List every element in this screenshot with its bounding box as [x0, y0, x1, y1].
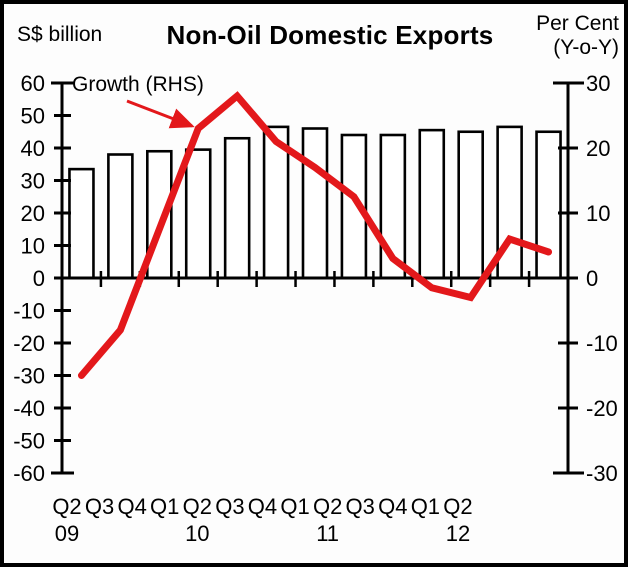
right-axis-tick-label: 30 — [586, 71, 610, 96]
x-axis-year-label: 12 — [446, 521, 470, 546]
left-axis-tick-label: -60 — [13, 461, 45, 486]
export-bar — [107, 153, 134, 280]
left-axis-tick-label: 40 — [21, 136, 45, 161]
x-axis-quarter-label: Q4 — [117, 494, 146, 519]
export-bar — [184, 148, 212, 280]
x-axis-quarter-label: Q2 — [52, 494, 81, 519]
growth-line — [77, 91, 553, 379]
x-axis-quarter-label: Q3 — [85, 494, 114, 519]
right-axis-tick-label: -10 — [586, 331, 618, 356]
export-bar — [301, 127, 329, 280]
x-axis-year-label: 09 — [55, 521, 79, 546]
export-bar — [68, 167, 95, 280]
right-axis-tick-label: -30 — [586, 461, 618, 486]
export-bar — [262, 125, 290, 280]
left-axis-tick-label: 60 — [21, 71, 45, 96]
right-axis-tick-label: 10 — [586, 201, 610, 226]
export-bar — [418, 128, 446, 280]
x-axis-quarter-label: Q2 — [183, 494, 212, 519]
x-axis-year-label: 11 — [316, 521, 339, 546]
left-axis-tick-label: 30 — [21, 169, 45, 194]
left-axis-tick-label: -10 — [13, 299, 45, 324]
left-axis-tick-label: 50 — [21, 104, 45, 129]
export-bar — [223, 136, 251, 280]
left-axis-tick-label: -40 — [13, 396, 45, 421]
right-axis-unit-line1: Per Cent — [536, 12, 619, 35]
right-axis-unit-label: Per Cent (Y-o-Y) — [536, 12, 619, 60]
left-axis-tick-label: 10 — [21, 234, 45, 259]
right-axis-tick-label: 20 — [586, 136, 610, 161]
x-axis-quarter-label: Q1 — [150, 494, 179, 519]
left-axis-tick-label: -50 — [13, 429, 45, 454]
left-axis-tick-label: 0 — [33, 266, 45, 291]
left-axis-tick-label: -30 — [13, 364, 45, 389]
x-axis-quarter-label: Q3 — [346, 494, 375, 519]
growth-annotation-label: Growth (RHS) — [72, 73, 204, 96]
x-axis-quarter-label: Q2 — [443, 494, 472, 519]
left-axis-unit-label: S$ billion — [17, 23, 103, 46]
x-axis-quarter-label: Q4 — [248, 494, 277, 519]
x-axis-quarter-label: Q2 — [313, 494, 342, 519]
right-axis-tick-label: 0 — [586, 266, 598, 291]
chart-title: Non-Oil Domestic Exports — [166, 20, 494, 50]
x-axis-quarter-label: Q3 — [215, 494, 244, 519]
export-bar — [457, 130, 484, 280]
x-axis-year-label: 10 — [185, 521, 209, 546]
right-axis-tick-label: -20 — [586, 396, 618, 421]
left-axis-tick-label: 20 — [21, 201, 45, 226]
left-axis-tick-label: -20 — [13, 331, 45, 356]
x-axis-quarter-label: Q4 — [378, 494, 407, 519]
x-axis-quarter-label: Q1 — [411, 494, 440, 519]
right-axis-unit-line2: (Y-o-Y) — [553, 36, 619, 59]
x-axis-quarter-label: Q1 — [280, 494, 309, 519]
growth-annotation-arrow — [126, 99, 195, 129]
export-bar — [535, 130, 562, 280]
